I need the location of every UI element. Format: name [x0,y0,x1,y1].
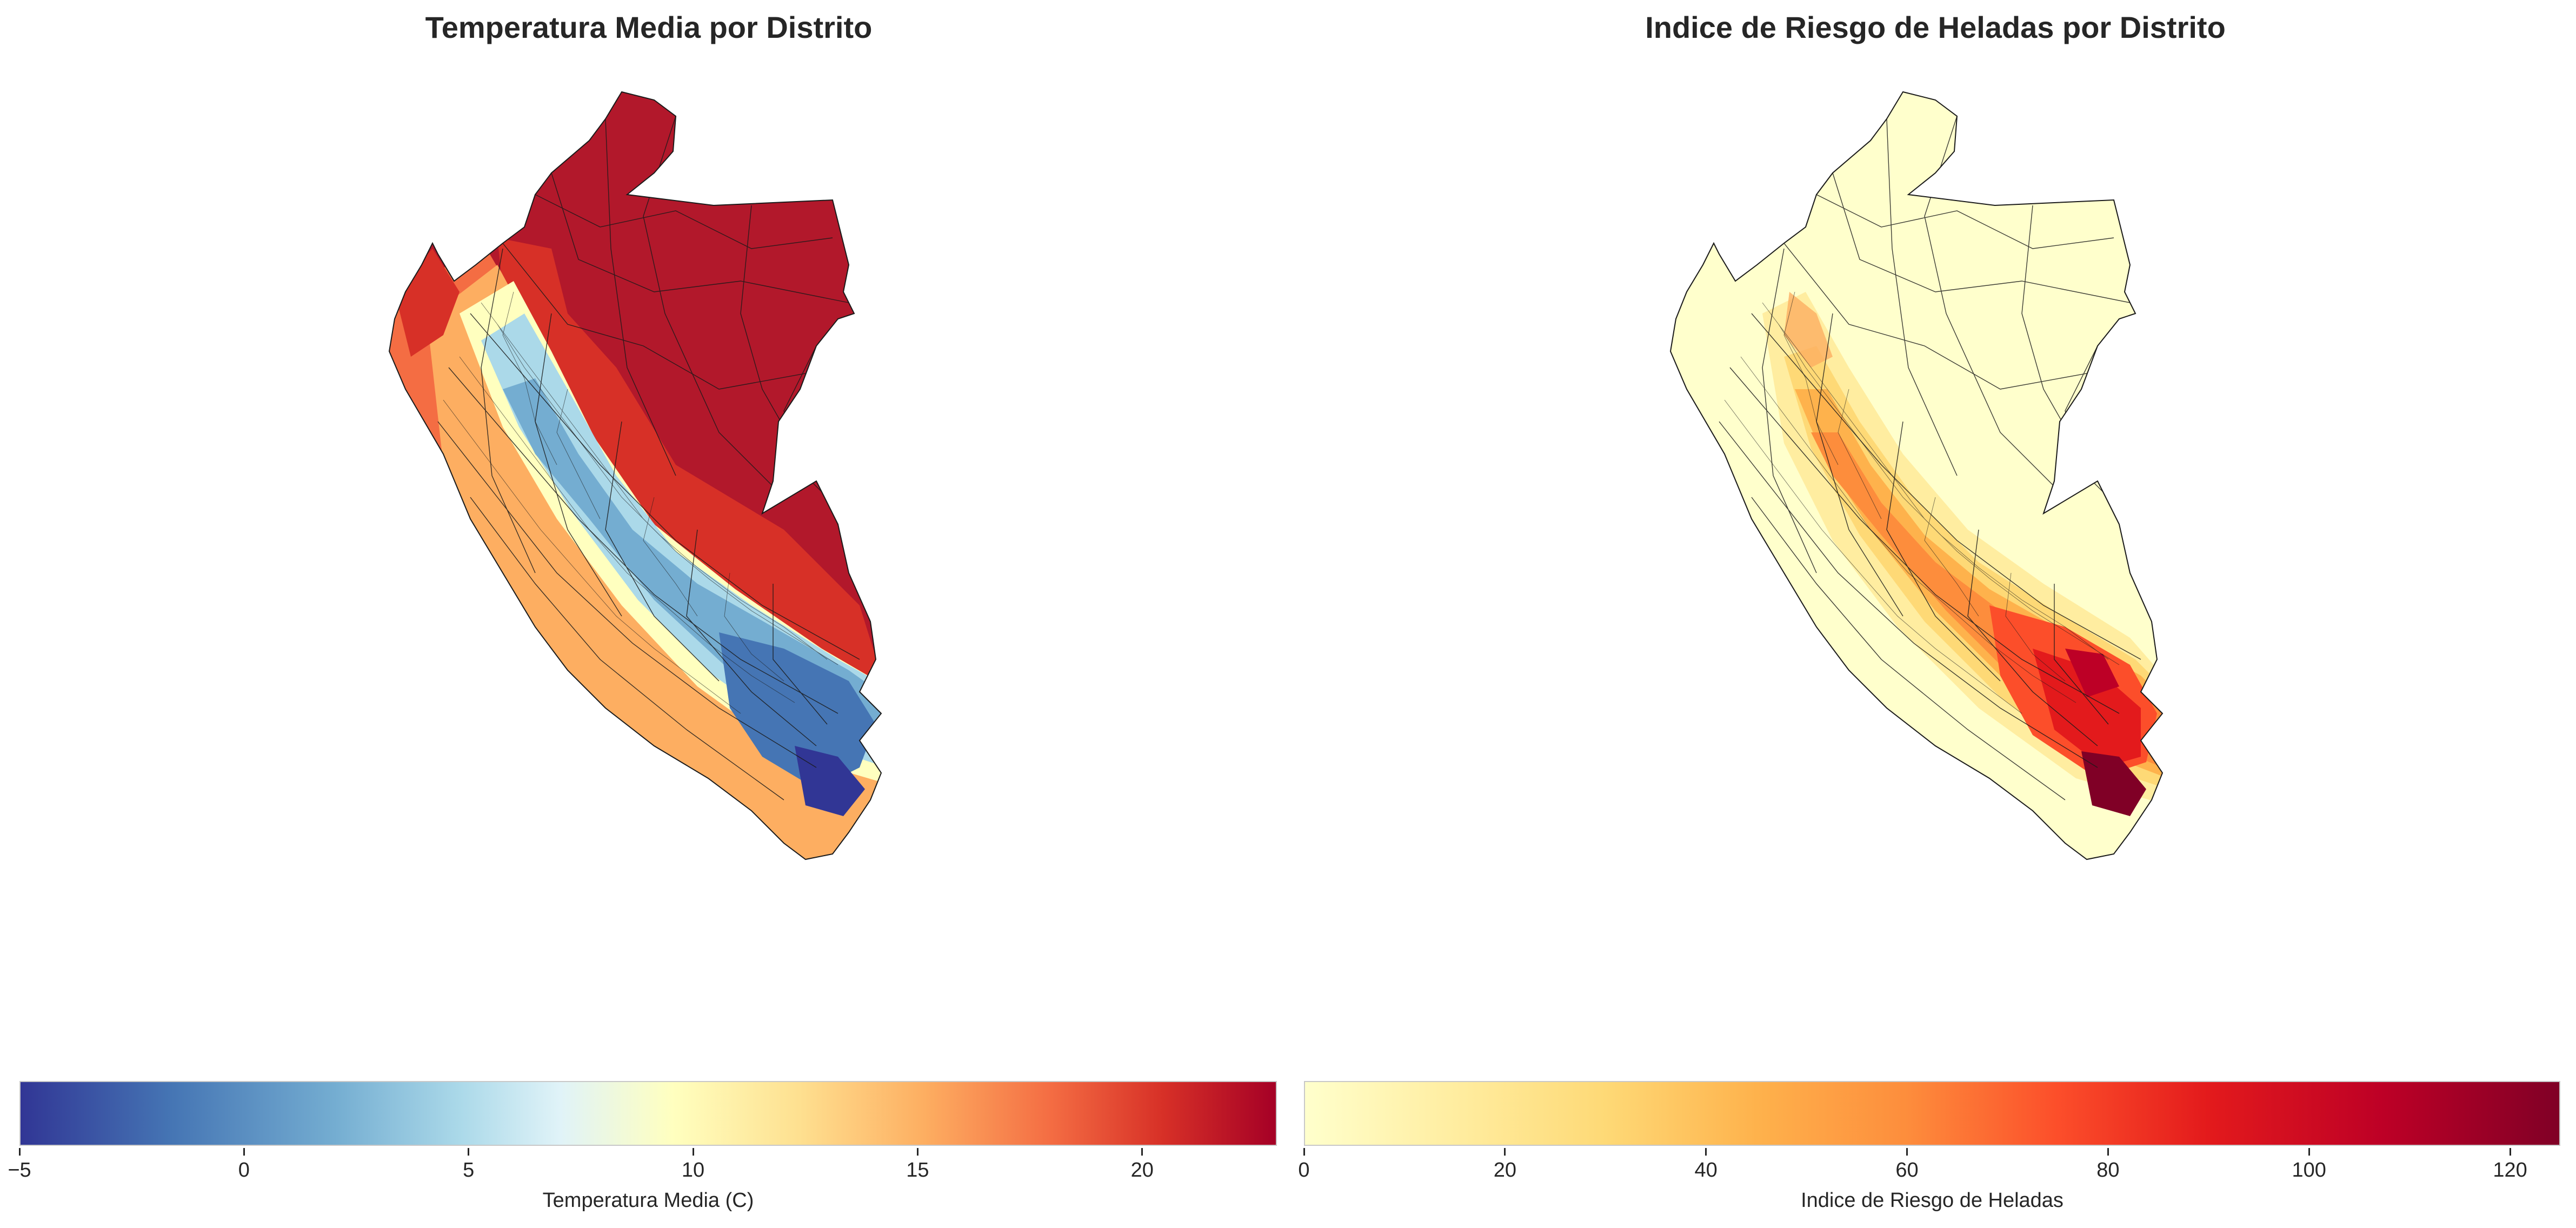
district-borders-right [1719,116,2141,800]
temperature-colorbar-tick-mark [916,1148,918,1156]
district-borders-dense-right [1724,291,2120,714]
temperature-colorbar-tick-label: 10 [681,1159,705,1182]
frost-risk-colorbar-tick-mark [2308,1148,2310,1156]
frost-risk-colorbar-tick-label: 120 [2493,1159,2527,1182]
north-andes-moderate [1784,292,1833,368]
frost-risk-colorbar-tick-label: 100 [2292,1159,2326,1182]
title-frost-risk-map: Indice de Riesgo de Heladas por Distrito [1645,10,2226,44]
titicaca-coldest [795,746,865,816]
altiplano-cold-core [719,632,876,789]
temperature-colorbar-tick-label: −5 [8,1159,31,1182]
temperature-colorbar-tick-label: 15 [906,1159,929,1182]
frost-risk-colorbar-tick-mark [1906,1148,1908,1156]
frost-risk-colorbar-tick-mark [2107,1148,2109,1156]
frost-risk-colorbar-label: Indice de Riesgo de Heladas [1801,1189,2064,1212]
frost-risk-colorbar-tick-mark [1303,1148,1305,1156]
frost-risk-colorbar-tick-label: 0 [1298,1159,1310,1182]
frost-risk-colorbar-tick-label: 80 [2096,1159,2120,1182]
peru-frost-risk-map [1669,91,2164,860]
temperature-colorbar-tick-mark [18,1148,21,1156]
peru-outline-left [388,91,882,860]
temperature-colorbar-tick-label: 0 [238,1159,250,1182]
peru-temperature-map [388,91,882,860]
district-borders [437,116,860,800]
frost-risk-colorbar [1304,1081,2560,1146]
risk-band-deep-red [2033,649,2141,768]
title-temperature-map: Temperatura Media por Distrito [425,10,873,44]
temperature-colorbar-tick-mark [243,1148,245,1156]
frost-risk-colorbar-tick-label: 60 [1895,1159,1919,1182]
temperature-colorbar-tick-mark [468,1148,470,1156]
temperature-colorbar-tick-label: 5 [463,1159,475,1182]
frost-risk-colorbar-tick-mark [1504,1148,1506,1156]
temperature-colorbar-tick-label: 20 [1130,1159,1154,1182]
temperature-colorbar [19,1081,1277,1146]
district-borders-dense [443,291,838,714]
frost-risk-colorbar-tick-label: 20 [1493,1159,1516,1182]
temperature-colorbar-label: Temperatura Media (C) [542,1189,754,1212]
frost-risk-colorbar-tick-mark [2509,1148,2511,1156]
frost-risk-colorbar-tick-mark [1705,1148,1707,1156]
risk-hotspot-cusco [2065,649,2119,697]
frost-risk-colorbar-tick-label: 40 [1694,1159,1718,1182]
peru-outline-right [1669,91,2164,860]
temperature-colorbar-tick-mark [692,1148,694,1156]
temperature-colorbar-tick-mark [1141,1148,1143,1156]
